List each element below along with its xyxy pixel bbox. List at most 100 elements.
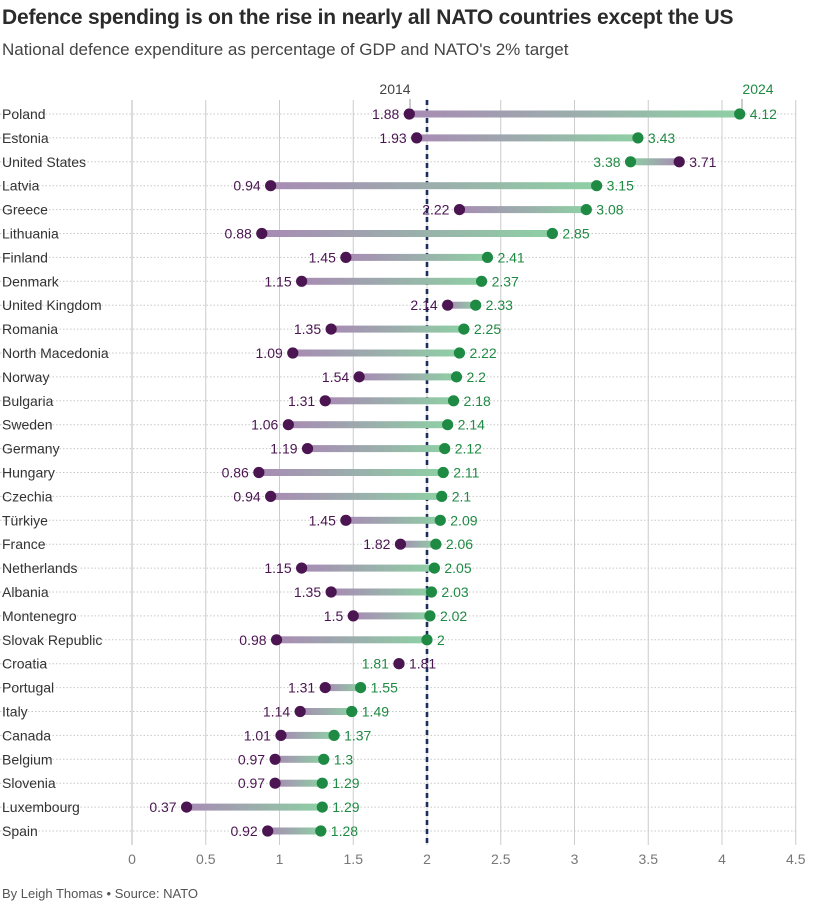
dot-2014 bbox=[442, 299, 454, 311]
x-tick-label: 4.5 bbox=[786, 851, 806, 867]
connector-bar bbox=[267, 827, 321, 835]
country-label: Portugal bbox=[2, 680, 54, 696]
value-label-2014: 1.09 bbox=[256, 345, 283, 361]
dot-2024 bbox=[421, 634, 433, 646]
connector-bar bbox=[261, 230, 553, 237]
value-label-2014: 0.94 bbox=[233, 178, 260, 194]
dot-2024 bbox=[428, 562, 440, 574]
connector-bar bbox=[359, 373, 457, 381]
dumbbell-bars bbox=[180, 108, 746, 837]
value-label-2014: 1.06 bbox=[251, 417, 278, 433]
dot-2014 bbox=[296, 562, 308, 574]
connector-bar bbox=[288, 421, 448, 429]
x-tick-label: 1 bbox=[276, 851, 284, 867]
value-label-2024: 2.41 bbox=[497, 249, 524, 265]
country-label: Canada bbox=[2, 727, 51, 743]
value-label-2014: 1.19 bbox=[270, 441, 297, 457]
value-label-2024: 2.03 bbox=[441, 584, 468, 600]
dot-2014 bbox=[253, 466, 265, 479]
dot-2024 bbox=[439, 443, 451, 455]
dot-2024 bbox=[434, 514, 446, 526]
x-axis: 0 0.5 1 1.5 2 2.5 3 3.5 4 4.5 bbox=[128, 851, 806, 867]
value-label-2024: 3.38 bbox=[593, 154, 620, 170]
dot-2024 bbox=[632, 132, 644, 144]
country-label: Romania bbox=[2, 321, 58, 337]
value-label-2014: 0.86 bbox=[222, 465, 249, 481]
country-label: Greece bbox=[2, 202, 48, 218]
connector-bar bbox=[353, 612, 430, 620]
dot-2024 bbox=[470, 299, 482, 311]
x-tick-label: 0 bbox=[128, 851, 136, 867]
dot-2014 bbox=[393, 658, 405, 670]
dot-2014 bbox=[411, 132, 423, 144]
dot-2014 bbox=[294, 705, 306, 718]
dot-2014 bbox=[275, 729, 287, 742]
value-label-2014: 1.15 bbox=[264, 273, 291, 289]
dot-2024 bbox=[437, 466, 449, 479]
connector-bar bbox=[280, 731, 335, 739]
value-label-2014: 1.81 bbox=[409, 656, 436, 672]
connector-bar bbox=[325, 397, 454, 405]
country-label: North Macedonia bbox=[2, 345, 109, 361]
dot-2014 bbox=[325, 586, 337, 598]
connector-bar bbox=[630, 158, 680, 166]
dot-2024 bbox=[453, 347, 466, 359]
dot-2014 bbox=[180, 801, 193, 813]
dot-2024 bbox=[430, 538, 442, 550]
value-label-2014: 0.98 bbox=[239, 632, 266, 648]
value-label-2014: 1.88 bbox=[372, 106, 399, 122]
value-label-2014: 2.22 bbox=[422, 202, 449, 218]
country-label: France bbox=[2, 536, 46, 552]
connector-bar bbox=[258, 469, 444, 476]
country-label: Finland bbox=[2, 249, 48, 265]
country-label: Latvia bbox=[2, 178, 40, 194]
dot-2024 bbox=[318, 753, 330, 765]
connector-bar bbox=[409, 110, 740, 118]
value-label-2024: 1.55 bbox=[371, 680, 398, 696]
value-label-2024: 1.49 bbox=[362, 704, 389, 720]
chart-title: Defence spending is on the rise in nearl… bbox=[2, 6, 734, 29]
dot-2024 bbox=[436, 490, 448, 502]
country-label: Netherlands bbox=[2, 560, 78, 576]
dot-2024 bbox=[580, 204, 592, 216]
connector-bar bbox=[345, 516, 441, 524]
value-label-2024: 2.06 bbox=[446, 536, 473, 552]
country-label: Italy bbox=[2, 704, 28, 720]
dot-2014 bbox=[265, 490, 277, 502]
value-label-2024: 1.37 bbox=[344, 727, 371, 743]
country-label: Norway bbox=[2, 369, 49, 385]
x-tick-label: 4 bbox=[718, 851, 726, 867]
value-label-2024: 2.05 bbox=[444, 560, 471, 576]
value-label-2014: 3.71 bbox=[689, 154, 716, 170]
dot-2014 bbox=[453, 204, 466, 216]
chart-subtitle: National defence expenditure as percenta… bbox=[2, 40, 569, 59]
value-label-2024: 2.85 bbox=[562, 226, 589, 242]
connector-bar bbox=[331, 588, 432, 596]
value-label-2014: 1.45 bbox=[309, 512, 336, 528]
dot-2024 bbox=[591, 180, 603, 192]
dot-2014 bbox=[340, 251, 352, 263]
value-label-2024: 2.22 bbox=[469, 345, 496, 361]
value-label-2024: 3.08 bbox=[596, 202, 623, 218]
x-tick-label: 2.5 bbox=[491, 851, 511, 867]
connector-bar bbox=[275, 755, 324, 763]
value-label-2014: 0.88 bbox=[225, 226, 252, 242]
dot-2014 bbox=[340, 514, 352, 526]
dot-2024 bbox=[624, 156, 637, 168]
dot-2014 bbox=[325, 323, 337, 335]
dot-2024 bbox=[481, 251, 494, 263]
series-headers: 2014 2024 bbox=[379, 81, 774, 109]
value-label-2024: 2.1 bbox=[452, 488, 472, 504]
value-label-2024: 2.12 bbox=[455, 441, 482, 457]
value-labels: Poland 1.88 4.12 Estonia 1.93 3.43 United Stat… bbox=[2, 106, 777, 839]
value-label-2024: 2.37 bbox=[492, 273, 519, 289]
value-label-2024: 3.15 bbox=[607, 178, 634, 194]
country-label: Poland bbox=[2, 106, 46, 122]
connector-bar bbox=[301, 277, 482, 285]
country-label: Sweden bbox=[2, 417, 53, 433]
value-label-2014: 0.94 bbox=[233, 488, 260, 504]
connector-bar bbox=[275, 779, 323, 787]
country-label: Montenegro bbox=[2, 608, 77, 624]
dot-2014 bbox=[262, 825, 274, 837]
value-label-2024: 2.33 bbox=[486, 297, 513, 313]
